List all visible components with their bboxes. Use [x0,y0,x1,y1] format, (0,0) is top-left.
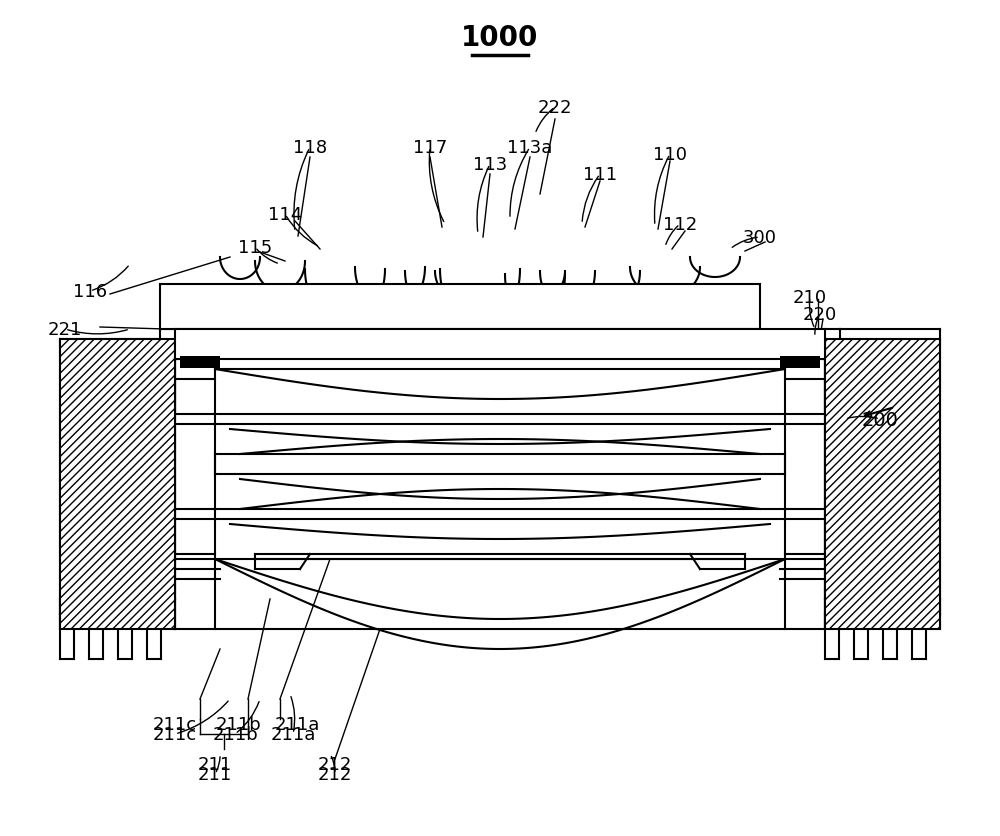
Bar [780,357,820,369]
Text: 110: 110 [653,145,687,164]
Text: 212: 212 [318,765,352,783]
Text: 111: 111 [583,166,617,184]
Text: 221: 221 [48,321,82,339]
Text: 210: 210 [793,288,827,307]
Text: 116: 116 [73,283,107,301]
Bar [60,339,175,630]
Text: 112: 112 [663,216,697,234]
Text: 212: 212 [318,755,352,773]
Text: 200: 200 [862,410,898,429]
Text: 113a: 113a [507,139,553,157]
Text: 117: 117 [413,139,447,157]
Text: 118: 118 [293,139,327,157]
Bar [825,339,940,630]
Bar [160,285,760,329]
Text: 211a: 211a [270,725,316,743]
Text: 211b: 211b [212,725,258,743]
Text: 300: 300 [743,229,777,247]
Bar [175,329,825,359]
Text: 1000: 1000 [461,24,539,52]
Text: 211c: 211c [153,715,197,733]
Text: 222: 222 [538,99,572,117]
Text: 113: 113 [473,155,507,174]
Text: 211a: 211a [274,715,320,733]
Text: 211: 211 [198,765,232,783]
Text: 211b: 211b [215,715,261,733]
Text: 211c: 211c [153,725,197,743]
Text: 211: 211 [198,755,232,773]
Text: 115: 115 [238,239,272,257]
Bar [180,357,220,369]
Text: 114: 114 [268,206,302,224]
Text: 220: 220 [803,306,837,324]
